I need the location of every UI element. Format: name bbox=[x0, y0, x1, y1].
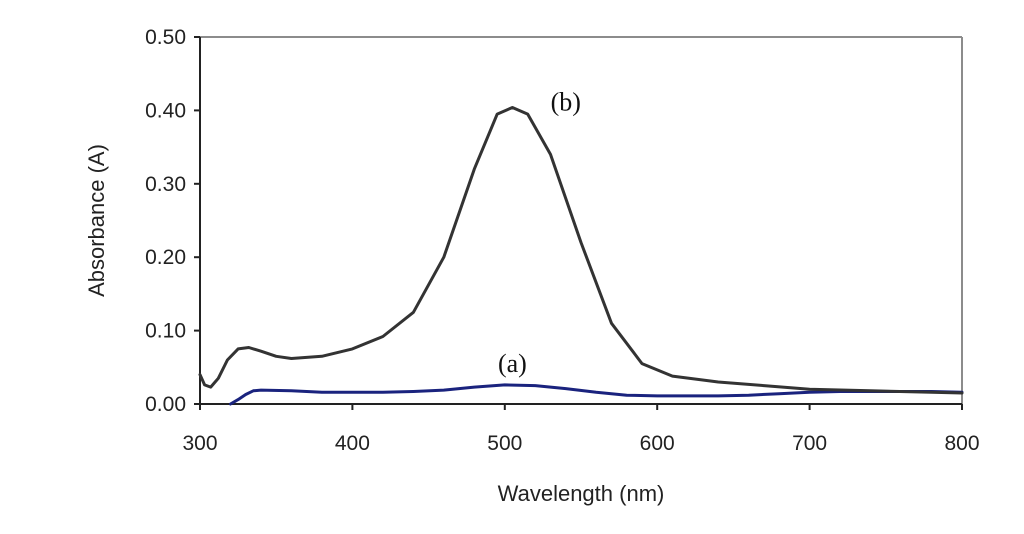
x-axis-ticks: 300 400 500 600 700 800 bbox=[182, 404, 980, 455]
y-tick-label: 0.20 bbox=[145, 246, 186, 269]
y-tick-label: 0.40 bbox=[145, 99, 186, 122]
plot-frame bbox=[199, 36, 963, 405]
x-tick-label: 500 bbox=[487, 432, 522, 455]
y-tick-label: 0.30 bbox=[145, 173, 186, 196]
series-line-0 bbox=[229, 383, 964, 406]
x-tick-label: 400 bbox=[335, 432, 370, 455]
x-tick-label: 800 bbox=[944, 432, 979, 455]
series-label-0: (a) bbox=[498, 349, 527, 378]
y-tick-label: 0.50 bbox=[145, 26, 186, 49]
series-labels: (a) (b) bbox=[498, 87, 581, 378]
x-tick-label: 700 bbox=[792, 432, 827, 455]
x-tick-label: 600 bbox=[640, 432, 675, 455]
x-axis-title: Wavelength (nm) bbox=[498, 481, 665, 506]
x-tick-label: 300 bbox=[182, 432, 217, 455]
y-axis-title: Absorbance (A) bbox=[84, 144, 109, 297]
y-axis-ticks: 0.00 0.10 0.20 0.30 0.40 0.50 bbox=[145, 26, 200, 416]
series-line-1 bbox=[198, 106, 964, 395]
y-tick-label: 0.00 bbox=[145, 393, 186, 416]
series-layer bbox=[198, 106, 964, 406]
series-label-1: (b) bbox=[551, 87, 581, 116]
y-tick-label: 0.10 bbox=[145, 320, 186, 343]
